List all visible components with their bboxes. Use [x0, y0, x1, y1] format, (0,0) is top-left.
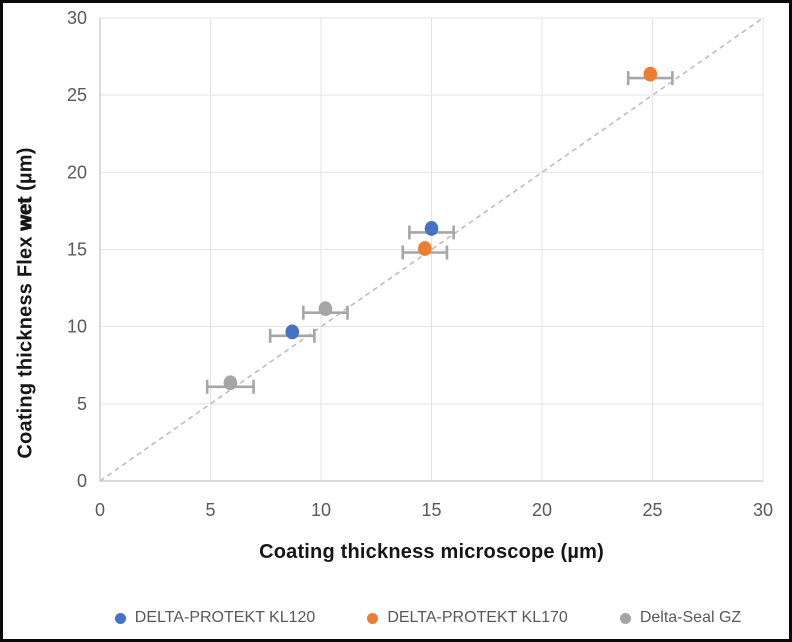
svg-text:25: 25: [67, 85, 87, 105]
svg-text:5: 5: [205, 500, 215, 520]
y-axis-title: Coating thickness Flex wet (µm): [15, 147, 38, 458]
svg-text:25: 25: [642, 500, 662, 520]
legend-label: Delta-Seal GZ: [639, 609, 742, 626]
y-axis-title-suffix: (µm): [14, 147, 37, 197]
legend-item-3: Delta-Seal GZ: [619, 609, 742, 627]
legend-item-1: DELTA-PROTEKT KL120: [114, 609, 316, 627]
x-axis-title: Coating thickness microscope (µm): [259, 541, 604, 563]
legend-marker-icon: [114, 612, 126, 624]
svg-text:5: 5: [77, 394, 87, 414]
svg-text:10: 10: [67, 317, 87, 337]
y-axis-title-bold-word: wet: [14, 196, 37, 231]
legend-marker-icon: [619, 612, 631, 624]
svg-text:0: 0: [95, 500, 105, 520]
legend-label: DELTA-PROTEKT KL170: [387, 609, 568, 626]
legend: DELTA-PROTEKT KL120 DELTA-PROTEKT KL170 De…: [3, 601, 789, 635]
legend-label: DELTA-PROTEKT KL120: [134, 609, 316, 626]
svg-text:10: 10: [311, 500, 331, 520]
svg-text:0: 0: [77, 471, 87, 491]
legend-marker-icon: [367, 612, 379, 624]
y-axis-title-prefix: Coating thickness Flex: [14, 230, 37, 459]
svg-text:30: 30: [753, 500, 773, 520]
svg-text:15: 15: [67, 240, 87, 260]
svg-text:30: 30: [67, 8, 87, 28]
scatter-plot-canvas: 0 5 10 15 20 25 30 0 5 10 15 20 25 30: [67, 8, 773, 520]
svg-text:20: 20: [67, 162, 87, 182]
svg-text:20: 20: [532, 500, 552, 520]
svg-text:15: 15: [421, 500, 441, 520]
legend-item-2: DELTA-PROTEKT KL170: [367, 609, 568, 627]
